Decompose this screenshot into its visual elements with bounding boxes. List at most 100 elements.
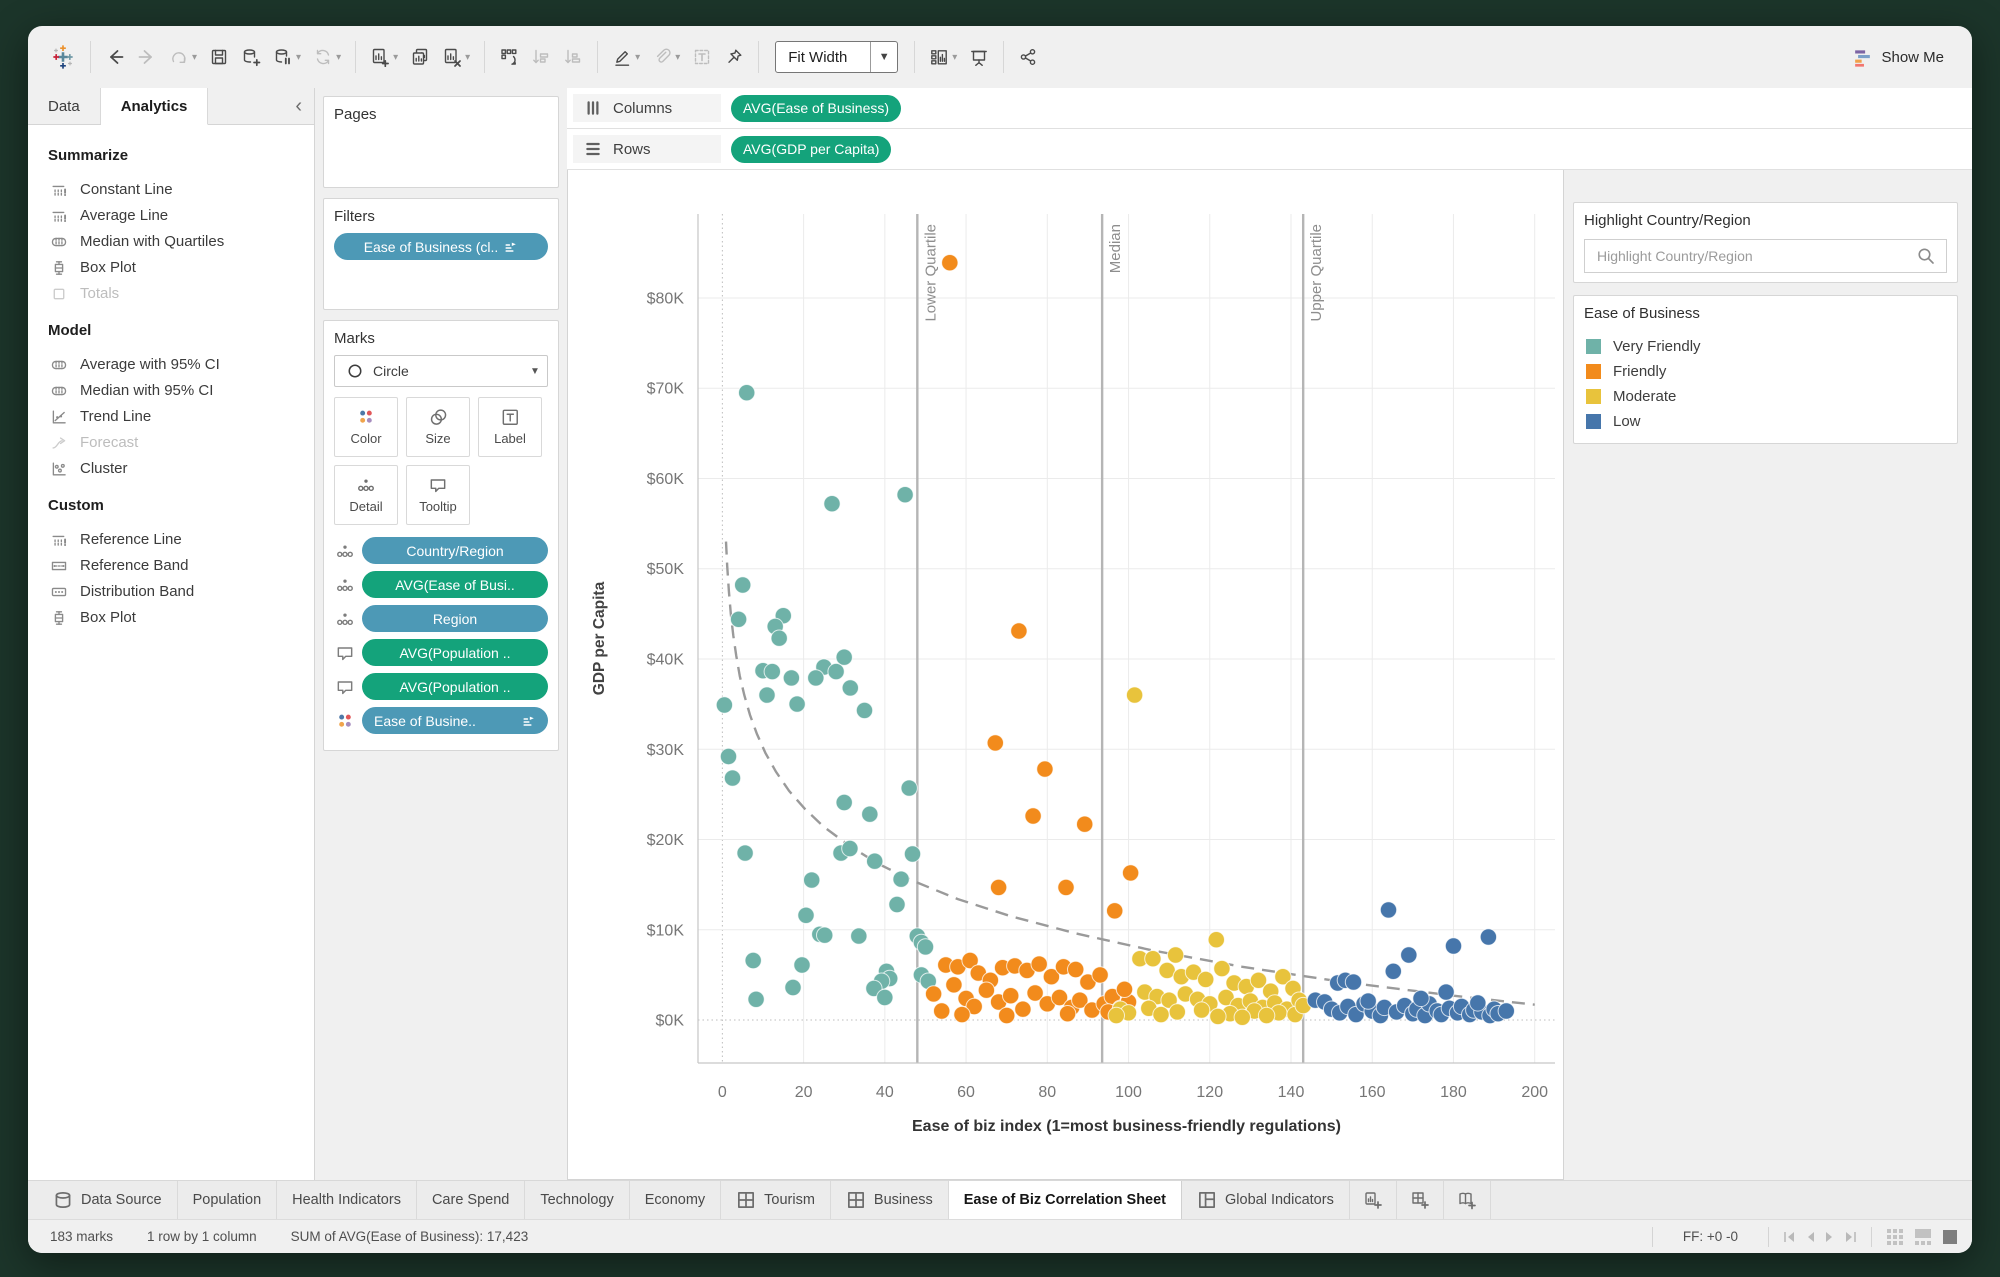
data-point[interactable] <box>1071 991 1089 1009</box>
chevron-down-icon[interactable]: ▾ <box>952 51 958 63</box>
show-me-button[interactable]: Show Me <box>1842 41 1954 74</box>
forward-arrow-button[interactable] <box>133 42 161 72</box>
data-point[interactable] <box>1036 760 1054 778</box>
analytics-item-reference-line[interactable]: Reference Line <box>48 526 294 552</box>
data-point[interactable] <box>729 610 748 628</box>
data-point[interactable] <box>1030 955 1048 973</box>
chevron-down-icon[interactable]: ▾ <box>465 51 471 63</box>
data-point[interactable] <box>1192 1001 1211 1019</box>
data-point[interactable] <box>1024 807 1042 825</box>
scatter-chart[interactable]: Lower Quartile Median Upper Quartile $0K $… <box>568 170 1563 1179</box>
data-point[interactable] <box>1076 815 1094 833</box>
data-point[interactable] <box>1050 988 1069 1007</box>
analytics-item-box-plot[interactable]: Box Plot <box>48 604 294 630</box>
data-point[interactable] <box>1412 989 1430 1008</box>
size-button[interactable]: Size <box>406 397 470 457</box>
analytics-item-constant-line[interactable]: Constant Line <box>48 176 294 202</box>
data-point[interactable] <box>1217 988 1235 1007</box>
data-point[interactable] <box>1107 1006 1125 1025</box>
mark-pill[interactable]: Ease of Busine.. <box>362 707 548 734</box>
data-point[interactable] <box>747 990 765 1008</box>
sort-ascending-button[interactable] <box>527 42 555 72</box>
data-point[interactable] <box>916 938 935 956</box>
data-point[interactable] <box>1058 1005 1077 1023</box>
columns-pill[interactable]: AVG(Ease of Business) <box>731 94 902 122</box>
swap-rows-columns-button[interactable] <box>495 42 523 72</box>
label-button[interactable]: Label <box>478 397 542 457</box>
data-point[interactable] <box>715 696 734 714</box>
filter-pill[interactable]: Ease of Business (cl.. <box>334 233 548 260</box>
analytics-item-cluster[interactable]: Cluster <box>48 455 294 481</box>
data-point[interactable] <box>1384 962 1402 980</box>
data-point[interactable] <box>816 926 834 944</box>
data-point[interactable] <box>1067 960 1085 979</box>
pages-card[interactable]: Pages <box>323 96 559 188</box>
data-point[interactable] <box>896 486 914 504</box>
data-point[interactable] <box>1125 686 1144 704</box>
data-point[interactable] <box>841 679 859 697</box>
data-point[interactable] <box>827 662 845 681</box>
highlight-search-input[interactable] <box>1595 247 1916 265</box>
data-point[interactable] <box>1469 994 1487 1012</box>
sheet-tab-data-source[interactable]: Data Source <box>38 1181 178 1219</box>
detail-button[interactable]: Detail <box>334 465 398 525</box>
data-point[interactable] <box>1144 950 1162 968</box>
data-point[interactable] <box>953 1005 971 1024</box>
trend-line[interactable] <box>724 541 1535 1006</box>
chevron-down-icon[interactable]: ▾ <box>635 51 641 63</box>
data-point[interactable] <box>736 844 754 862</box>
data-point[interactable] <box>965 997 983 1016</box>
data-point[interactable] <box>1121 864 1140 882</box>
data-point[interactable] <box>924 985 943 1003</box>
rows-pill[interactable]: AVG(GDP per Capita) <box>731 135 892 163</box>
tableau-logo-icon[interactable] <box>46 39 80 75</box>
sheet-tab-care-spend[interactable]: Care Spend <box>417 1181 526 1219</box>
presentation-mode-button[interactable] <box>965 42 993 72</box>
clear-sheet-button[interactable]: ▾ <box>438 42 474 72</box>
legend-item-low[interactable]: Low <box>1584 409 1947 434</box>
analytics-item-average-with-95-ci[interactable]: Average with 95% CI <box>48 351 294 377</box>
data-point[interactable] <box>941 254 959 272</box>
duplicate-sheet-button[interactable] <box>406 42 434 72</box>
redo-button[interactable]: ▾ <box>165 42 201 72</box>
data-point[interactable] <box>1026 984 1044 1002</box>
mark-pill[interactable]: AVG(Population .. <box>362 673 548 700</box>
analytics-item-distribution-band[interactable]: Distribution Band <box>48 578 294 604</box>
highlight-pen-button[interactable]: ▾ <box>608 42 644 72</box>
data-point[interactable] <box>1152 1005 1170 1024</box>
chevron-down-icon[interactable]: ▾ <box>336 51 342 63</box>
data-point[interactable] <box>793 956 811 974</box>
show-mark-labels-button[interactable] <box>688 42 716 72</box>
data-point[interactable] <box>888 895 906 914</box>
analytics-item-average-line[interactable]: Average Line <box>48 202 294 228</box>
analytics-item-trend-line[interactable]: Trend Line <box>48 403 294 429</box>
worksheet-view[interactable]: Lower Quartile Median Upper Quartile $0K $… <box>567 170 1564 1180</box>
new-dashboard-plus-button[interactable] <box>1397 1181 1444 1219</box>
data-point[interactable] <box>782 669 801 687</box>
data-point[interactable] <box>861 805 879 823</box>
data-point[interactable] <box>1197 970 1215 989</box>
tooltip-button[interactable]: Tooltip <box>406 465 470 525</box>
sheet-tab-technology[interactable]: Technology <box>525 1181 630 1219</box>
data-point[interactable] <box>784 978 802 997</box>
data-point[interactable] <box>807 669 825 687</box>
data-point[interactable] <box>892 870 910 888</box>
data-point[interactable] <box>1257 1006 1276 1025</box>
save-button[interactable] <box>205 42 233 72</box>
sheet-tab-ease-of-biz-correlation-sheet[interactable]: Ease of Biz Correlation Sheet <box>948 1181 1183 1219</box>
show-hide-cards-button[interactable]: ▾ <box>925 42 961 72</box>
share-button[interactable] <box>1014 42 1042 72</box>
data-point[interactable] <box>998 1006 1016 1025</box>
data-point[interactable] <box>734 576 752 594</box>
mark-pill[interactable]: AVG(Ease of Busi.. <box>362 571 548 598</box>
data-point[interactable] <box>850 927 868 945</box>
analytics-item-reference-band[interactable]: Reference Band <box>48 552 294 578</box>
data-point[interactable] <box>719 747 738 766</box>
data-point[interactable] <box>1010 622 1028 640</box>
fit-select[interactable]: Fit Width ▼ <box>775 41 899 73</box>
data-point[interactable] <box>1344 973 1363 991</box>
data-point[interactable] <box>866 852 884 870</box>
sheet-tab-population[interactable]: Population <box>178 1181 278 1219</box>
data-point[interactable] <box>770 629 788 647</box>
data-point[interactable] <box>900 779 918 797</box>
